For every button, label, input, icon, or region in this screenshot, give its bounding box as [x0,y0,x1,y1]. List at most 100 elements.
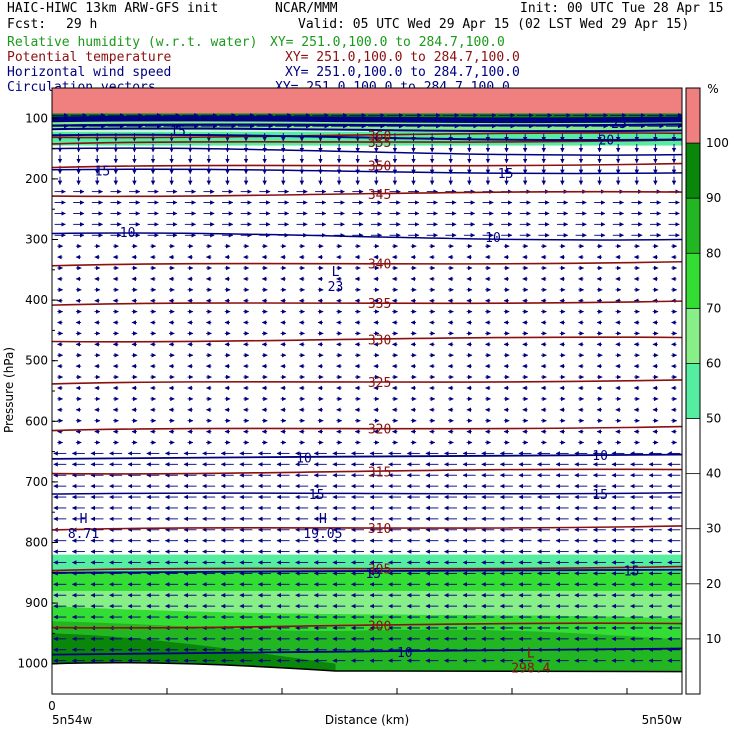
x-endpoint-left: 5n54w [52,713,93,727]
field-xy-rh: XY= 251.0,100.0 to 284.7,100.0 [270,35,505,50]
field-name-theta: Potential temperature [7,50,172,65]
y-tick-label: 100 [25,111,48,125]
theta-contour [52,260,682,267]
field-name-rh: Relative humidity (w.r.t. water) [7,35,258,50]
theta-contour-label: 330 [368,333,391,348]
y-tick-label: 600 [25,414,48,428]
colorbar-tick-label: 20 [706,577,721,591]
wind-speed-contour [52,118,682,124]
organization: NCAR/MMM [275,1,338,16]
theta-contour-label: 315 [368,466,391,481]
theta-contour-label: 360 [368,129,391,144]
wind-contour-label: 10 [296,452,312,467]
wind-speed-contour [52,123,682,127]
wind-contour-label: 15 [309,488,325,503]
colorbar-swatch [686,143,700,199]
extremum-value: 19.05 [303,527,342,542]
colorbar-tick-label: 60 [706,356,721,370]
extremum-value: 298.4 [511,662,550,677]
wind-contour-label: 15 [170,124,186,139]
init-time: Init: 00 UTC Tue 28 Apr 15 [520,1,724,16]
wind-contour-label: 25 [611,117,627,132]
extremum-marker: H [319,512,327,527]
x-axis-title: Distance (km) [325,713,409,727]
wind-speed-contour [52,115,682,121]
forecast-label: Fcst: [7,17,47,32]
wind-speed-contour [52,453,682,460]
extremum-marker: H [80,512,88,527]
wind-contour-label: 10 [485,231,501,246]
field-xy-theta: XY= 251.0,100.0 to 284.7,100.0 [285,50,520,65]
y-tick-label: 200 [25,172,48,186]
theta-contour-label: 335 [368,297,391,312]
extremum-value: 23 [328,280,344,295]
theta-contour-label: 305 [368,563,391,578]
theta-contour [52,379,682,385]
y-tick-label: 1000 [17,657,48,671]
theta-contour [52,190,682,198]
theta-contour-label: 340 [368,258,391,273]
wind-speed-contour [52,127,682,133]
theta-contour-label: 300 [368,620,391,635]
wind-speed-contour [52,168,682,175]
theta-contour-label: 355 [368,136,391,151]
wind-contour-label: 15 [624,564,640,579]
forecast-value: 29 h [66,17,98,32]
theta-contour-label: 320 [368,423,391,438]
theta-contour-label: 310 [368,522,391,537]
colorbar-tick-label: 70 [706,301,721,315]
wind-contour-label: 10 [120,226,136,241]
wind-speed-contour [52,147,682,156]
field-name-wind: Horizontal wind speed [7,65,172,80]
wind-speed-contour [52,492,682,495]
rh-fill-top-saturated [52,88,682,114]
theta-contour [52,425,682,432]
wind-contour-label: 15 [95,164,111,179]
colorbar-swatch [686,308,700,364]
colorbar-unit: % [707,82,718,96]
rh-fill-low-70 [52,571,682,591]
rh-fill-low-60 [52,590,682,619]
wind-contour-label: 10 [397,646,413,661]
theta-contour-label: 345 [368,188,391,203]
terrain-mask [52,662,682,694]
colorbar-tick-label: 100 [706,136,729,150]
theta-contour [52,468,682,475]
wind-speed-contour [52,133,682,142]
y-tick-label: 800 [25,536,48,550]
theta-contour [52,300,682,306]
colorbar-tick-label: 50 [706,412,721,426]
colorbar-outline [685,87,701,695]
theta-contour [52,565,682,572]
extremum-value: 8.71 [68,527,99,542]
theta-contour-label: 350 [368,160,391,175]
extremum-marker: L [527,647,535,662]
colorbar-swatch [686,363,700,419]
colorbar-tick-label: 80 [706,246,721,260]
model-title: HAIC-HIWC 13km ARW-GFS init [7,1,219,16]
y-tick-label: 500 [25,354,48,368]
x-tick-label: 0 [48,699,56,713]
y-tick-label: 900 [25,596,48,610]
colorbar-swatch [686,198,700,254]
wind-speed-contour [52,568,682,574]
theta-contour [52,336,682,343]
wind-contour-label: 10 [592,449,608,464]
colorbar-tick-label: 90 [706,191,721,205]
y-tick-label: 700 [25,475,48,489]
wind-contour-label: 15 [365,567,381,582]
y-tick-label: 300 [25,233,48,247]
colorbar-swatch [686,88,700,144]
colorbar-tick-label: 40 [706,467,721,481]
theta-contour [52,162,682,169]
field-xy-wind: XY= 251.0,100.0 to 284.7,100.0 [285,65,520,80]
extremum-marker: L [332,265,340,280]
colorbar-swatch [686,253,700,309]
y-axis-title: Pressure (hPa) [2,347,16,433]
wind-speed-contour [52,232,682,241]
wind-contour-label: 15 [592,488,608,503]
wind-speed-contour [52,647,682,656]
y-tick-label: 400 [25,293,48,307]
x-endpoint-right: 5n50w [642,713,683,727]
